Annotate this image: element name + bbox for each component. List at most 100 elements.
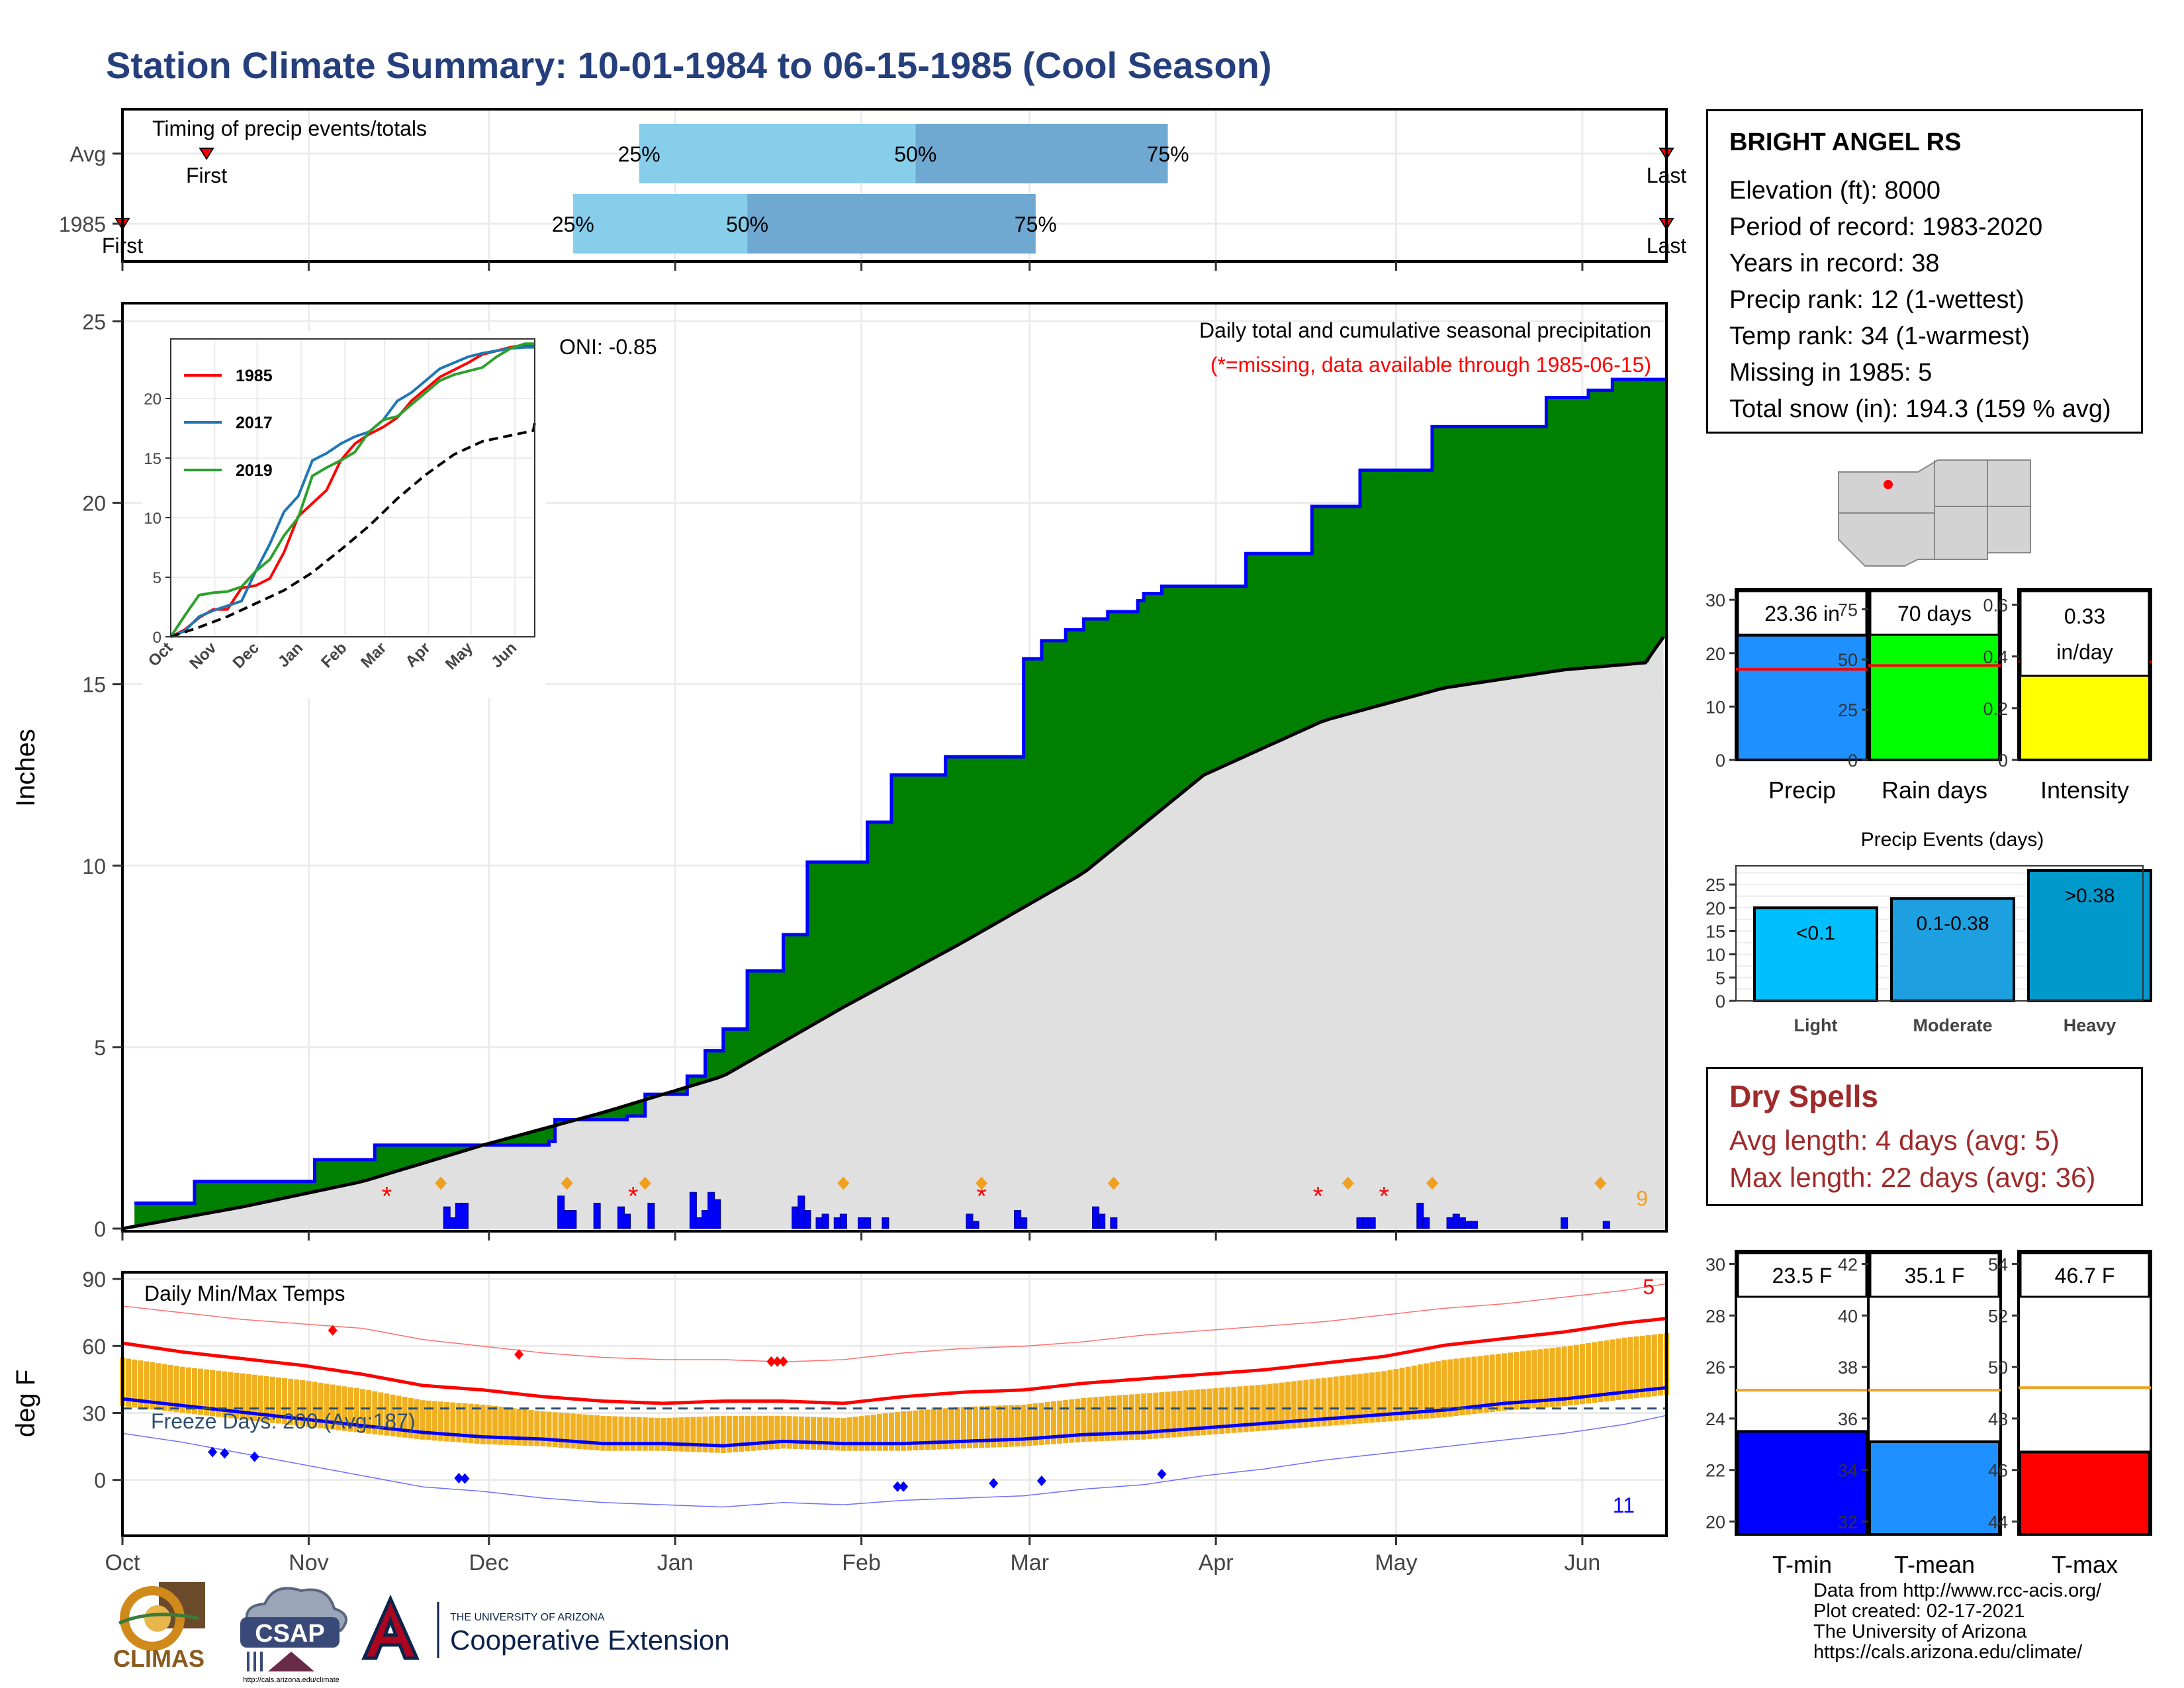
freeze-days-annotation: Freeze Days: 200 (Avg:187): [151, 1409, 416, 1433]
temp-y-tick-label: 54: [1988, 1254, 2008, 1274]
daily-temp-bar: [1507, 1352, 1513, 1411]
daily-temp-bar: [1339, 1376, 1345, 1425]
temp-value-box: [2019, 1252, 2150, 1298]
daily-temp-bar: [642, 1417, 648, 1451]
month-tick-label: Oct: [105, 1550, 140, 1575]
daily-temp-bar: [1453, 1358, 1459, 1417]
daily-temp-bar: [823, 1417, 829, 1450]
daily-temp-bar: [931, 1409, 936, 1450]
precip-stat-category-label: Intensity: [2040, 776, 2129, 804]
precip-event-marker: [976, 1176, 988, 1190]
daily-temp-bar: [1135, 1393, 1141, 1440]
precip-event-marker: [1594, 1176, 1607, 1190]
daily-precip-bar: [972, 1221, 979, 1229]
timing-row-label: 1985: [59, 212, 106, 236]
daily-temp-bar: [1279, 1382, 1285, 1430]
dry-spells-panel: Dry Spells Avg length: 4 days (avg: 5) M…: [1706, 1067, 2143, 1206]
record-max-line: [122, 1283, 1667, 1363]
daily-temp-bar: [510, 1407, 516, 1446]
daily-temp-bar: [432, 1401, 438, 1441]
daily-temp-bar: [997, 1405, 1003, 1448]
daily-temp-bar: [1183, 1390, 1189, 1437]
daily-precip-bar: [1098, 1213, 1106, 1229]
daily-temp-bar: [600, 1415, 606, 1451]
daily-temp-bar: [1044, 1401, 1050, 1445]
record-low-marker: [208, 1446, 218, 1458]
precip-stat-y-tick-label: 75: [1838, 600, 1858, 620]
daily-temp-bar: [150, 1362, 156, 1410]
daily-temp-bar: [1081, 1397, 1087, 1442]
daily-temp-bar: [1525, 1350, 1531, 1409]
precip-avg-area: [122, 637, 1666, 1229]
daily-temp-bar: [1093, 1397, 1099, 1442]
month-tick-label: Feb: [842, 1550, 881, 1575]
daily-temp-bar: [306, 1381, 312, 1427]
daily-temp-bar: [684, 1417, 690, 1452]
record-low-marker: [893, 1481, 903, 1492]
daily-temp-bar: [246, 1374, 251, 1421]
daily-temp-bar: [841, 1418, 846, 1451]
daily-temp-bar: [1610, 1339, 1615, 1401]
daily-precip-bar: [623, 1213, 631, 1229]
daily-temp-bar: [1435, 1361, 1441, 1418]
events-y-tick-label: 5: [1715, 968, 1725, 988]
missing-data-marker: *: [1379, 1182, 1390, 1211]
daily-temp-bar: [300, 1380, 306, 1427]
daily-temp-bar: [732, 1415, 738, 1452]
daily-precip-bar: [461, 1203, 469, 1229]
record-high-marker: [766, 1356, 776, 1367]
daily-precip-bar: [713, 1199, 721, 1229]
daily-temp-bar: [1219, 1387, 1225, 1434]
temp-y-tick-label: 52: [1988, 1306, 2008, 1326]
daily-temp-bar: [438, 1401, 444, 1441]
timing-bar-lower: [572, 194, 748, 254]
daily-temp-bar: [1585, 1342, 1591, 1404]
daily-temp-bar: [612, 1416, 618, 1451]
timing-bar-upper: [747, 194, 1036, 254]
temp-category-label: T-mean: [1894, 1551, 1975, 1578]
daily-temp-bar: [1477, 1356, 1483, 1414]
month-tick-label: Dec: [469, 1550, 509, 1575]
events-border: [1735, 865, 2144, 1002]
events-chart-title: Precip Events (days): [1861, 829, 2044, 851]
timing-row-label: Avg: [69, 142, 106, 166]
daily-temp-bar: [1615, 1338, 1621, 1401]
csap-logo-text: CSAP: [255, 1620, 325, 1648]
daily-temp-bar: [1333, 1376, 1339, 1426]
missing-data-marker: *: [382, 1182, 392, 1211]
station-name: BRIGHT ANGEL RS: [1729, 128, 1962, 156]
events-y-tick-label: 15: [1706, 921, 1725, 941]
daily-temp-bar: [324, 1383, 330, 1429]
daily-temp-bar: [1267, 1383, 1273, 1430]
daily-precip-bar: [1422, 1217, 1430, 1229]
precip-stat-y-tick-label: 10: [1706, 697, 1725, 717]
daily-temp-bar: [222, 1371, 228, 1418]
daily-temp-bar: [167, 1364, 173, 1412]
inset-y-tick-label: 20: [144, 391, 161, 408]
daily-temp-bar: [251, 1374, 257, 1421]
events-y-tick-label: 25: [1706, 875, 1725, 895]
ua-logo-big: Cooperative Extension: [450, 1624, 730, 1656]
temp-y-tick-label: 46: [1988, 1461, 2008, 1481]
precip-stat-y-tick-label: 50: [1838, 650, 1858, 670]
daily-temp-bar: [234, 1372, 240, 1419]
precip-y-tick-label: 25: [82, 310, 106, 334]
precip-stat-category-label: Precip: [1768, 776, 1836, 804]
record-high-marker: [772, 1356, 782, 1367]
daily-temp-bar: [528, 1410, 534, 1446]
precip-event-marker: [435, 1176, 447, 1190]
timing-bar-upper: [915, 124, 1168, 183]
daily-temp-bar: [654, 1417, 660, 1451]
daily-temp-bar: [1297, 1380, 1303, 1429]
daily-temp-bar: [895, 1412, 901, 1451]
daily-temp-bar: [534, 1411, 540, 1446]
daily-temp-bar: [161, 1364, 167, 1411]
daily-temp-bar: [1032, 1403, 1038, 1446]
daily-temp-bar: [198, 1368, 204, 1415]
events-y-tick-label: 10: [1706, 945, 1725, 965]
precip-stat-value-label: 70 days: [1897, 602, 1972, 626]
daily-temp-bar: [462, 1403, 468, 1443]
daily-temp-bar: [1057, 1400, 1063, 1444]
daily-temp-bar: [1555, 1347, 1561, 1407]
daily-temp-bar: [1021, 1404, 1026, 1446]
